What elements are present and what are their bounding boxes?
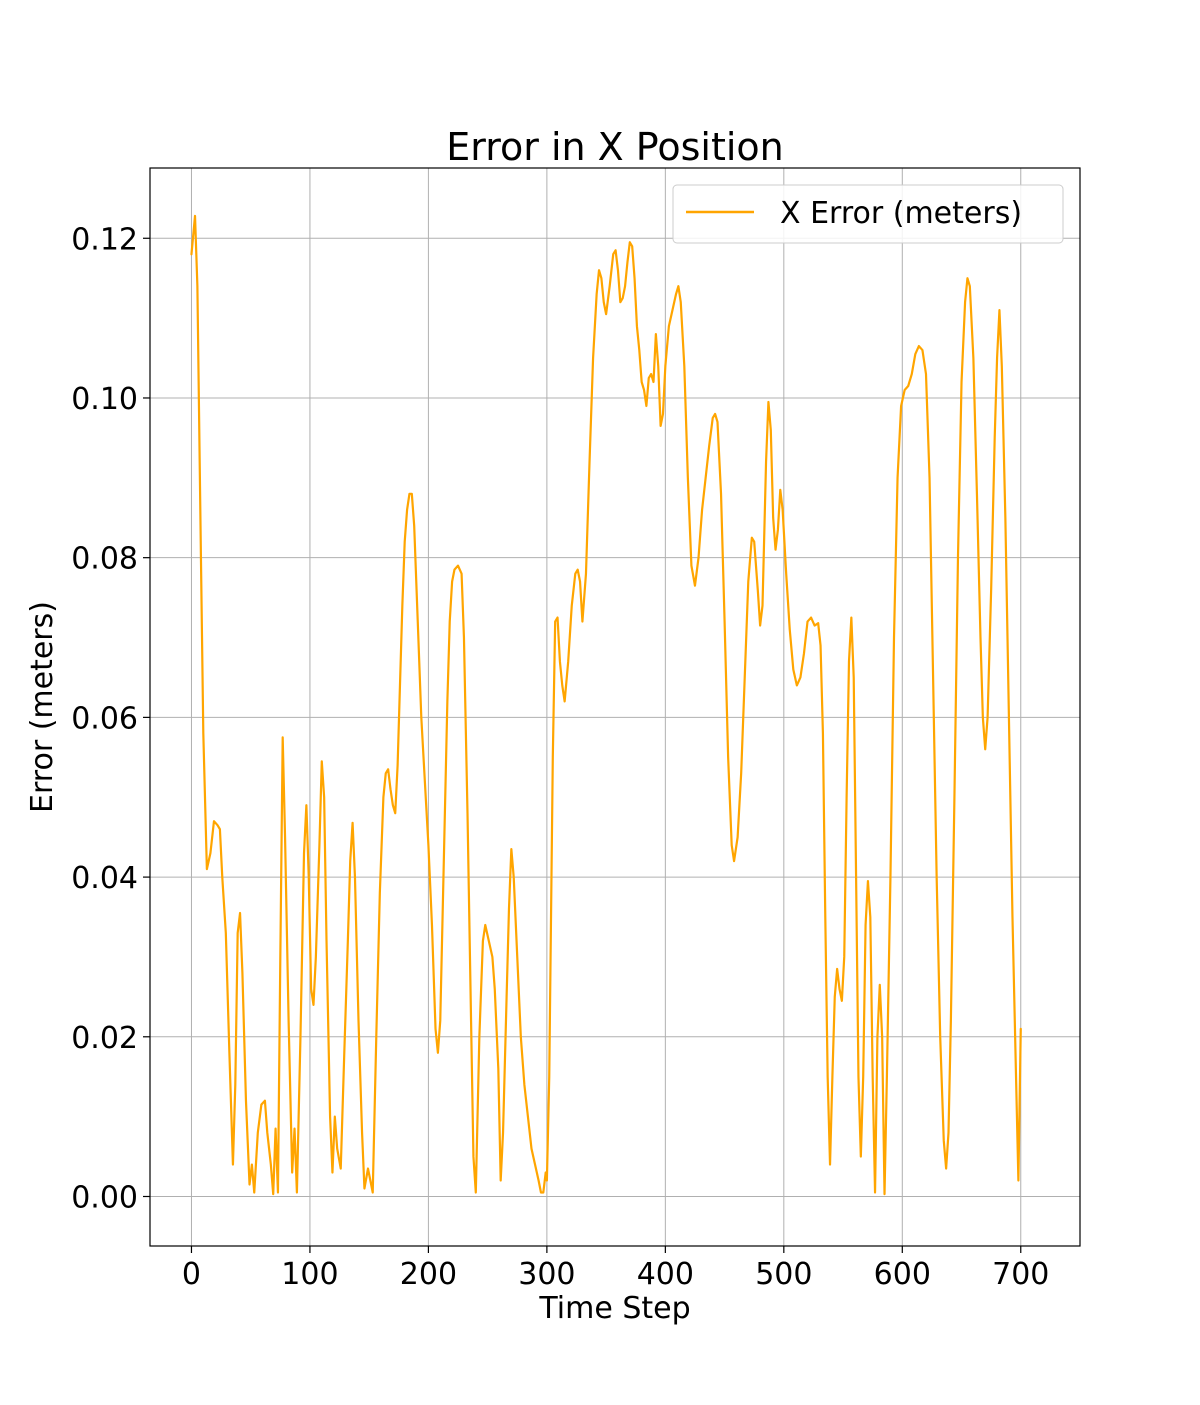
x-axis-title: Time Step	[538, 1291, 690, 1326]
y-tick-label: 0.00	[71, 1180, 138, 1215]
y-tick-label: 0.06	[71, 701, 138, 736]
legend-box	[672, 184, 1064, 244]
x-tick-label: 0	[182, 1257, 201, 1292]
x-tick-label: 100	[281, 1257, 338, 1292]
x-tick-label: 400	[637, 1257, 694, 1292]
chart-title: Error in X Position	[446, 125, 784, 169]
y-axis-title: Error (meters)	[25, 601, 60, 813]
x-tick-label: 300	[518, 1257, 575, 1292]
x-tick-label: 500	[755, 1257, 812, 1292]
y-tick-label: 0.12	[71, 222, 138, 257]
y-tick-label: 0.10	[71, 382, 138, 417]
x-tick-label: 600	[874, 1257, 931, 1292]
legend: X Error (meters)	[672, 184, 1064, 244]
legend-label-x-error: X Error (meters)	[780, 196, 1022, 231]
y-tick-label: 0.08	[71, 542, 138, 577]
plot-frame	[149, 167, 1081, 1247]
y-tick-label: 0.04	[71, 861, 138, 896]
y-tick-label: 0.02	[71, 1021, 138, 1056]
x-tick-label: 700	[992, 1257, 1049, 1292]
grid-layer	[150, 168, 1080, 1246]
series-layer	[190, 214, 1022, 1196]
series-line-x-error	[190, 214, 1022, 1196]
x-tick-label: 200	[400, 1257, 457, 1292]
tick-layer: 0 100 200 300 400 500 600 700 0.00 0.02 0.04 0.06 0.…	[71, 222, 1049, 1292]
